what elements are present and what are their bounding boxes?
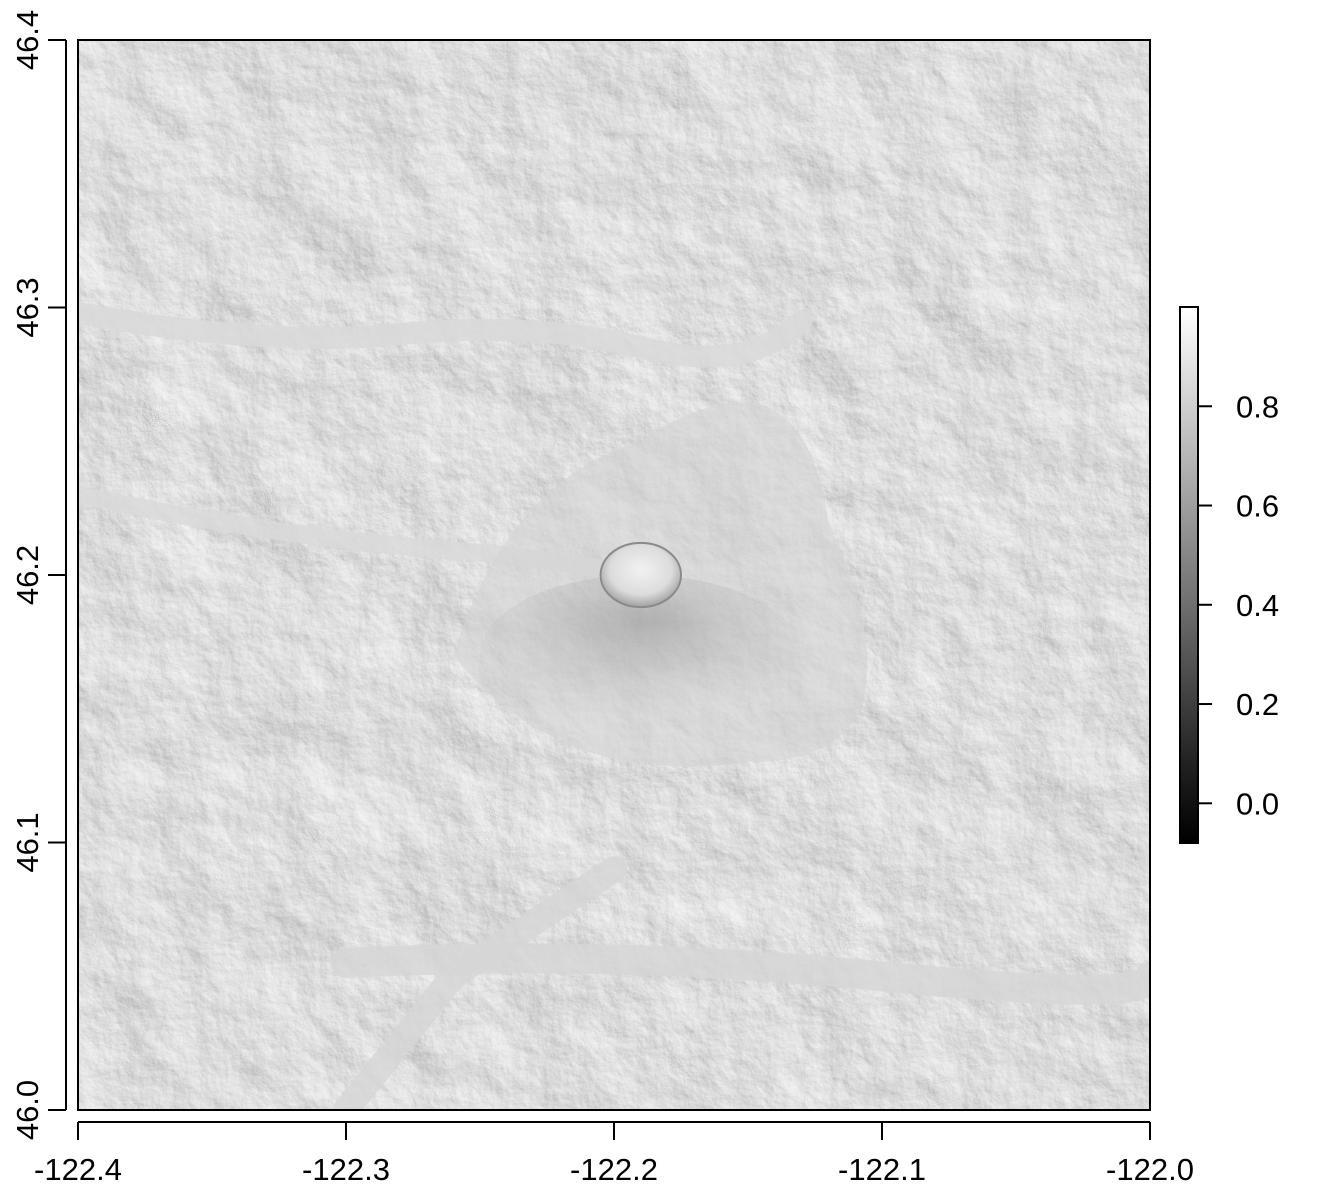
volcano-crater <box>599 541 682 609</box>
x-axis: -122.4 -122.3 -122.2 -122.1 -122.0 <box>34 1121 1194 1187</box>
legend-tick-label: 0.2 <box>1236 687 1279 722</box>
x-tick-label: -122.0 <box>1106 1152 1194 1187</box>
y-tick-label: 46.0 <box>10 1080 45 1140</box>
legend-tick-label: 0.0 <box>1236 786 1279 821</box>
legend-color-bar <box>1180 307 1198 843</box>
y-tick-label: 46.1 <box>10 812 45 872</box>
y-tick-label: 46.4 <box>10 10 45 70</box>
x-tick-label: -122.1 <box>838 1152 926 1187</box>
x-tick-label: -122.4 <box>34 1152 122 1187</box>
hillshade-raster <box>78 40 1150 1110</box>
x-tick-label: -122.3 <box>302 1152 390 1187</box>
volcano-apron <box>480 575 802 736</box>
legend-frame <box>1179 306 1199 844</box>
y-tick-label: 46.2 <box>10 545 45 605</box>
y-axis: 46.0 46.1 46.2 46.3 46.4 <box>10 10 67 1140</box>
legend-tick-label: 0.4 <box>1236 588 1279 623</box>
legend-tick-label: 0.8 <box>1236 389 1279 424</box>
plot-frame <box>77 39 1151 1111</box>
x-tick-label: -122.2 <box>570 1152 658 1187</box>
grayscale-legend: 0.0 0.2 0.4 0.6 0.8 <box>1179 306 1279 844</box>
legend-tick-label: 0.6 <box>1236 489 1279 524</box>
river-valley-north <box>78 301 813 368</box>
y-tick-label: 46.3 <box>10 277 45 337</box>
river-valley-southwest <box>333 856 627 1110</box>
